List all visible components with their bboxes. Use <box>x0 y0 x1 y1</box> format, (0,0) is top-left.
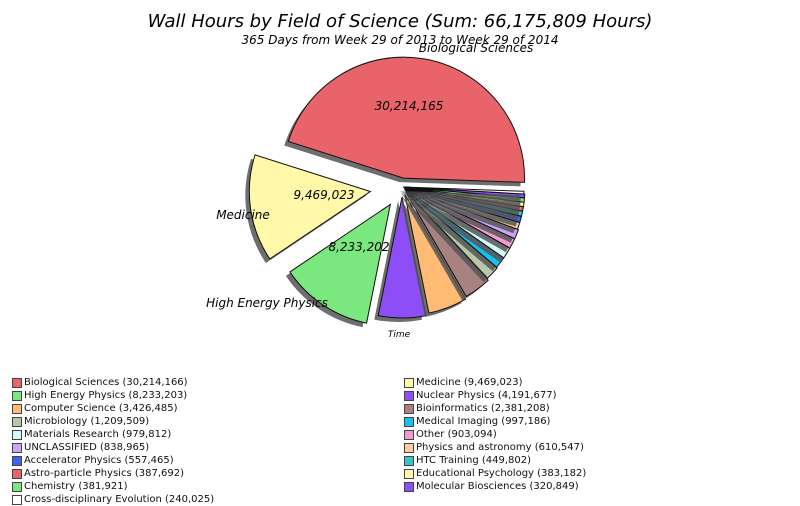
pie-slice-shadow <box>400 192 515 243</box>
pie-slice-shadow <box>399 191 520 216</box>
slice-value-label: 9,469,023 <box>293 188 354 202</box>
pie-slice-shadow <box>400 192 506 262</box>
pie-slice-shadow <box>399 191 516 234</box>
slice-name-label: Biological Sciences <box>419 41 533 55</box>
x-axis-label: Time <box>388 330 411 340</box>
pie-slice-shadow <box>400 192 511 253</box>
chart-title: Wall Hours by Field of Science (Sum: 66,… <box>148 11 653 32</box>
pie-slice-shadow <box>399 191 521 211</box>
pie-slice-biological-sciences <box>287 56 525 183</box>
slice-name-label: High Energy Physics <box>206 296 328 310</box>
slice-value-label: 30,214,165 <box>375 99 444 113</box>
pie-labels: 30,214,165 Biological Sciences 9,469,023 Me… <box>206 41 533 310</box>
pie-slice-shadow <box>399 191 518 227</box>
pie-slice-cross-disciplinary-evolution <box>402 186 525 195</box>
pie-slice-shadow <box>399 191 521 202</box>
slice-value-label: 8,233,202 <box>328 240 389 254</box>
pie-slices <box>245 56 526 328</box>
slice-name-label: Medicine <box>216 208 270 222</box>
pie-slice-shadow <box>399 191 519 221</box>
pie-slice-shadow <box>399 191 521 207</box>
chart-subtitle: 365 Days from Week 29 of 2013 to Week 29… <box>242 33 559 47</box>
pie-slice-shadow <box>398 191 520 199</box>
pie-slice-medicine <box>248 154 372 260</box>
pie-slice-shadow <box>400 192 500 272</box>
pie-slice-high-energy-physics <box>289 203 392 324</box>
